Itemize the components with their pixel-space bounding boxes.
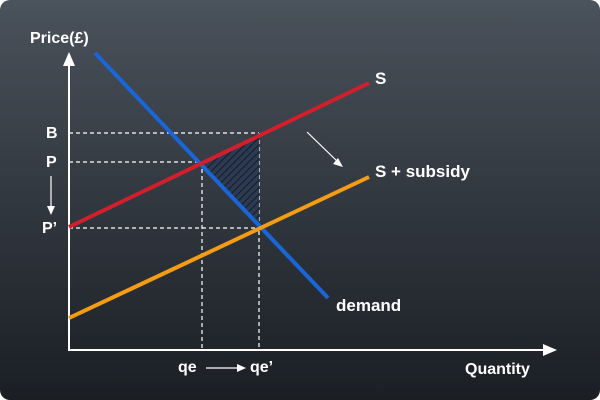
y-axis-title: Price(£) (30, 30, 89, 47)
y-axis-arrowhead (63, 52, 75, 66)
subsidy-supply-label: S + subsidy (375, 162, 470, 181)
subsidy-supply-curve (68, 175, 370, 320)
x-tick-qe-prime: qe’ (250, 359, 273, 376)
y-tick-p: P (46, 154, 57, 171)
x-axis-arrowhead (543, 344, 557, 356)
demand-curve (93, 51, 330, 300)
y-tick-p-prime: P’ (42, 220, 57, 237)
shift-arrowhead (333, 158, 343, 167)
y-tick-b: B (46, 125, 58, 142)
supply-label: S (375, 69, 386, 88)
price-drop-arrowhead (47, 206, 55, 215)
quantity-increase-arrowhead (237, 364, 246, 372)
demand-label: demand (336, 296, 401, 315)
x-axis-title: Quantity (465, 361, 530, 378)
shift-arrow (306, 131, 340, 164)
supply-curve (68, 81, 370, 229)
x-tick-qe: qe (178, 359, 197, 376)
